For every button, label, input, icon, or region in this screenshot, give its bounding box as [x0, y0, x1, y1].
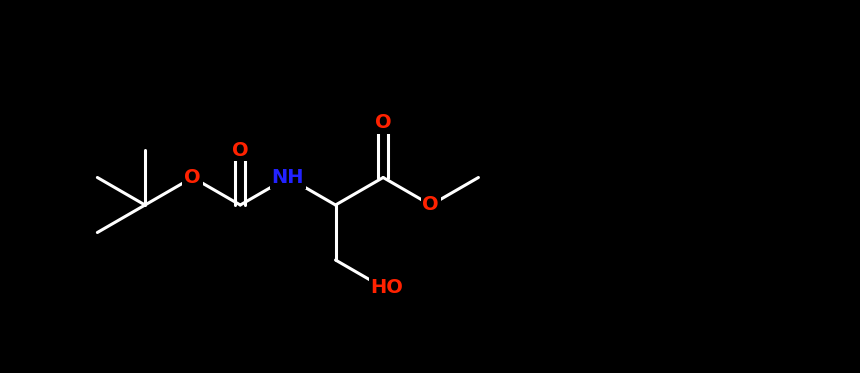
Text: O: O [232, 141, 249, 160]
Text: NH: NH [272, 168, 304, 187]
Text: O: O [375, 113, 391, 132]
Text: HO: HO [371, 278, 403, 297]
Text: O: O [422, 195, 439, 214]
Text: O: O [184, 168, 201, 187]
